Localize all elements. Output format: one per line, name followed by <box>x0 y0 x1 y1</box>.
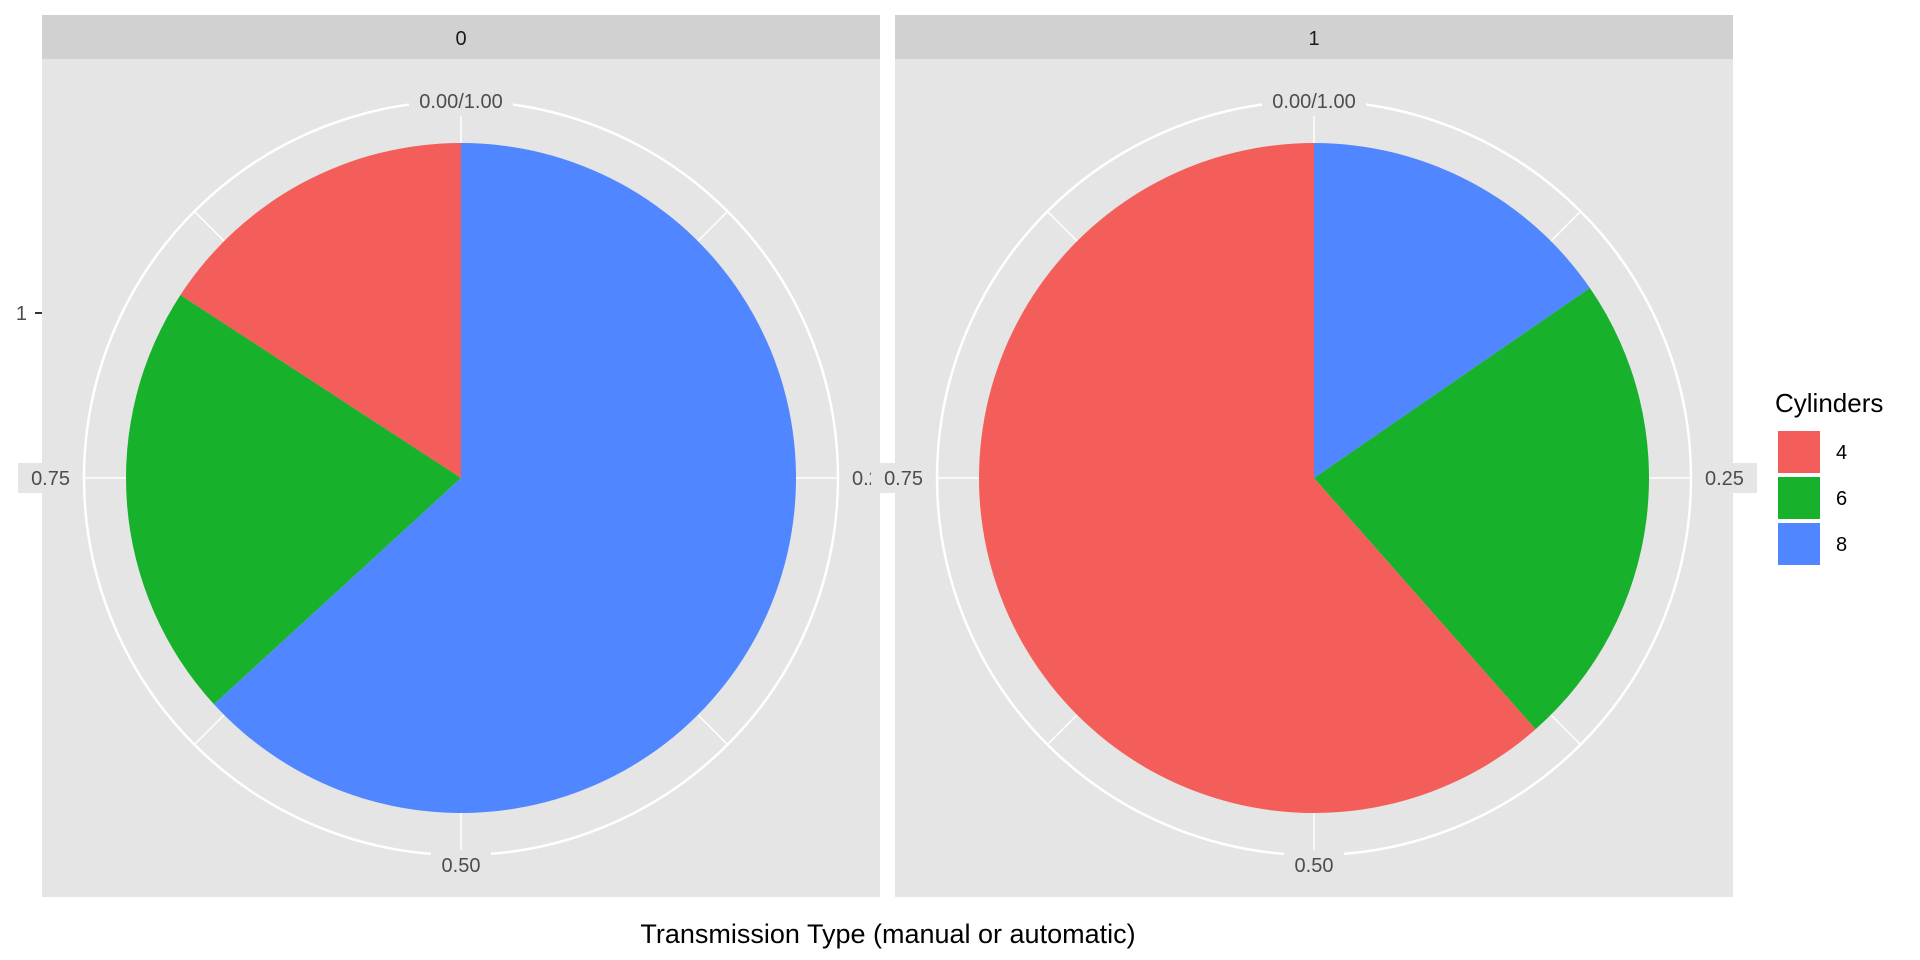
pie-slice-cyl-4 <box>180 143 461 478</box>
legend-key-6 <box>1778 477 1820 519</box>
pie-slice-cyl-6 <box>126 294 461 705</box>
theta-tick-label: 0.00/1.00 <box>419 91 502 113</box>
tick-label-backdrop <box>1284 850 1344 880</box>
facet-panel-1: 1 0.00/1.00 0.25 0.50 0.75 <box>871 15 1757 897</box>
facet-panels: 00.00/1.000.250.500.7510.00/1.000.250.50… <box>18 15 1757 897</box>
pie-slice-cyl-6 <box>1314 287 1649 730</box>
pie-slice-cyl-4 <box>979 143 1536 813</box>
legend-label-6: 6 <box>1836 488 1847 510</box>
theta-tick-label: 0.25 <box>1705 468 1744 490</box>
theta-tick-label: 0.75 <box>31 468 70 490</box>
tick-label-backdrop <box>871 463 929 493</box>
tick-label-backdrop <box>1699 463 1757 493</box>
tick-label-backdrop <box>431 850 491 880</box>
theta-tick-label: 0.75 <box>884 468 923 490</box>
tick-label-backdrop <box>1262 86 1366 116</box>
theta-tick-label: 0.50 <box>442 855 481 877</box>
pie-slice-cyl-8 <box>1314 143 1590 478</box>
x-axis-title: Transmission Type (manual or automatic) <box>640 919 1135 949</box>
facet-strip-label: 1 <box>1308 28 1319 50</box>
theta-tick-label: 0.00/1.00 <box>1272 91 1355 113</box>
y-axis: 1 <box>16 303 42 325</box>
legend: Cylinders 4 6 8 <box>1775 388 1883 565</box>
legend-key-4 <box>1778 431 1820 473</box>
facet-panel-0: 00.00/1.000.250.500.75 <box>18 15 904 897</box>
pie-slice-cyl-8 <box>213 143 797 813</box>
theta-tick-label: 0.50 <box>1295 855 1334 877</box>
facet-strip <box>895 15 1733 59</box>
tick-label-backdrop <box>18 463 76 493</box>
facet-strip-label: 0 <box>455 28 466 50</box>
facet-strip <box>42 15 880 59</box>
legend-key-8 <box>1778 523 1820 565</box>
y-tick-label: 1 <box>16 303 27 325</box>
legend-label-8: 8 <box>1836 534 1847 556</box>
legend-label-4: 4 <box>1836 442 1847 464</box>
legend-entries: 4 6 8 <box>1778 431 1847 565</box>
legend-title: Cylinders <box>1775 388 1883 418</box>
tick-label-backdrop <box>409 86 513 116</box>
